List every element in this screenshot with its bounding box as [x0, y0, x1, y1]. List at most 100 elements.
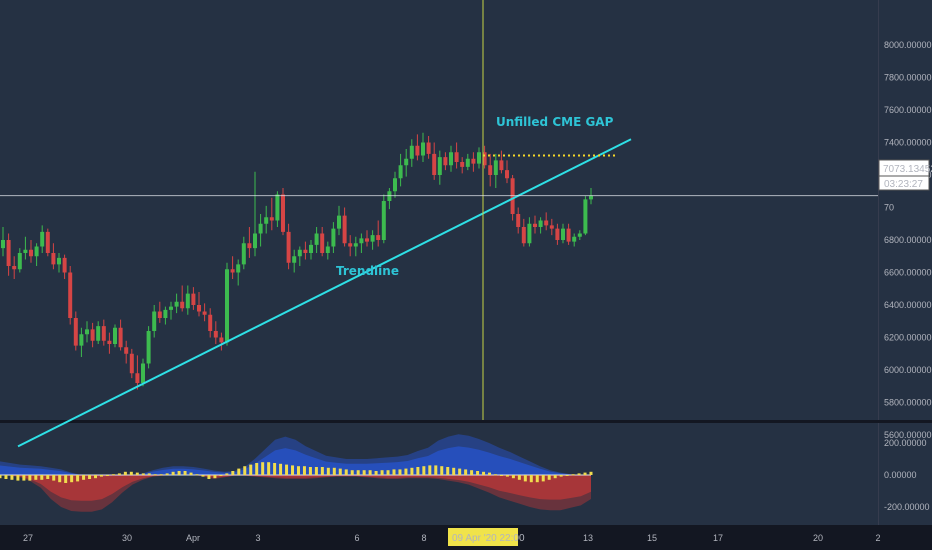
candle	[17, 248, 22, 273]
trendline[interactable]	[17, 138, 632, 448]
oscillator-histogram-bar	[452, 467, 456, 475]
oscillator-tick-label: -200.00000	[884, 502, 930, 512]
candle	[521, 218, 526, 247]
candle	[549, 218, 554, 236]
oscillator-histogram-bar	[273, 463, 277, 475]
candle	[6, 233, 11, 276]
candle	[365, 230, 369, 247]
candle-body	[29, 249, 33, 257]
candle	[297, 246, 302, 266]
oscillator-histogram-bar	[255, 463, 259, 475]
candle-body	[516, 214, 521, 227]
candle-body	[365, 238, 369, 242]
oscillator-histogram-bar	[344, 469, 348, 475]
candle	[191, 287, 196, 310]
candle-body	[185, 293, 190, 309]
candle	[258, 214, 263, 247]
candle-body	[359, 238, 364, 244]
oscillator-histogram-bar	[535, 475, 539, 483]
candle-body	[449, 152, 453, 166]
candle-body	[505, 170, 509, 179]
candle-body	[23, 249, 28, 253]
time-tick-label: 2	[875, 533, 880, 543]
oscillator-series	[0, 434, 593, 512]
oscillator-histogram-bar	[488, 472, 492, 475]
oscillator-histogram-bar	[10, 475, 14, 480]
candle	[331, 222, 336, 253]
candle	[118, 319, 123, 351]
candle	[269, 197, 274, 231]
oscillator-histogram-bar	[159, 474, 163, 476]
candle	[404, 149, 409, 177]
candle-body	[348, 243, 353, 247]
oscillator-histogram-bar	[147, 473, 151, 475]
candle-body	[281, 194, 285, 232]
candle	[85, 321, 89, 343]
candle-body	[247, 243, 252, 249]
candle-body	[555, 228, 560, 240]
candle	[113, 324, 117, 348]
candle	[359, 233, 364, 253]
candle-body	[241, 243, 246, 265]
oscillator-histogram-bar	[46, 475, 50, 479]
candle-body	[409, 145, 414, 159]
oscillator-histogram-bar	[440, 466, 444, 475]
candle-body	[583, 199, 588, 234]
oscillator-histogram-bar	[207, 475, 211, 479]
candle	[415, 134, 420, 161]
candle	[124, 340, 129, 364]
candle	[73, 311, 78, 351]
candle	[68, 266, 73, 325]
oscillator-histogram-bar	[422, 466, 426, 475]
time-tick-label: 8	[421, 533, 426, 543]
candle-body	[415, 145, 420, 156]
candle-body	[129, 353, 134, 374]
oscillator-histogram-bar	[517, 475, 521, 480]
candle-body	[34, 246, 39, 257]
oscillator-histogram-bar	[76, 475, 80, 482]
candle-body	[68, 272, 73, 318]
price-axis[interactable]	[878, 0, 932, 525]
candle-body	[225, 269, 229, 343]
candle	[180, 285, 185, 312]
candle	[499, 150, 504, 174]
candle	[443, 152, 448, 171]
candle	[146, 326, 151, 369]
oscillator-blue-outer	[0, 434, 591, 477]
oscillator-histogram-bar	[308, 467, 312, 475]
oscillator-histogram-bar	[34, 475, 38, 480]
candle-body	[62, 257, 67, 273]
candle	[213, 321, 218, 344]
oscillator-histogram-bar	[243, 466, 247, 475]
last-price-marker: 7073.13452 03:23:27	[878, 159, 932, 191]
candle	[236, 259, 241, 286]
candle-body	[589, 195, 593, 200]
candle	[174, 293, 179, 314]
candle-body	[152, 311, 157, 331]
oscillator-histogram-bar	[470, 470, 474, 475]
candle-body	[404, 158, 409, 166]
oscillator-histogram-bar	[493, 474, 497, 476]
candle-body	[286, 231, 291, 263]
candle-body	[101, 326, 106, 341]
candle	[577, 230, 582, 240]
candle	[516, 207, 521, 234]
candle	[544, 212, 549, 231]
oscillator-histogram-bar	[4, 475, 8, 479]
candle	[79, 327, 84, 357]
candle	[583, 196, 588, 236]
time-tick-label: 15	[647, 533, 657, 543]
candle	[325, 241, 330, 260]
candle-body	[521, 227, 526, 244]
oscillator-histogram-bar	[99, 475, 103, 477]
candle-body	[493, 160, 498, 175]
oscillator-histogram-bar	[523, 475, 527, 482]
candle	[337, 205, 341, 236]
oscillator-tick-label: 200.00000	[884, 438, 927, 448]
oscillator-histogram-bar	[153, 474, 157, 476]
oscillator-histogram-bar	[237, 468, 241, 475]
oscillator-histogram-bar	[213, 475, 217, 479]
time-tick-label: Apr	[186, 533, 200, 543]
oscillator-histogram-bar	[171, 471, 175, 475]
oscillator-histogram-bar	[135, 472, 139, 475]
